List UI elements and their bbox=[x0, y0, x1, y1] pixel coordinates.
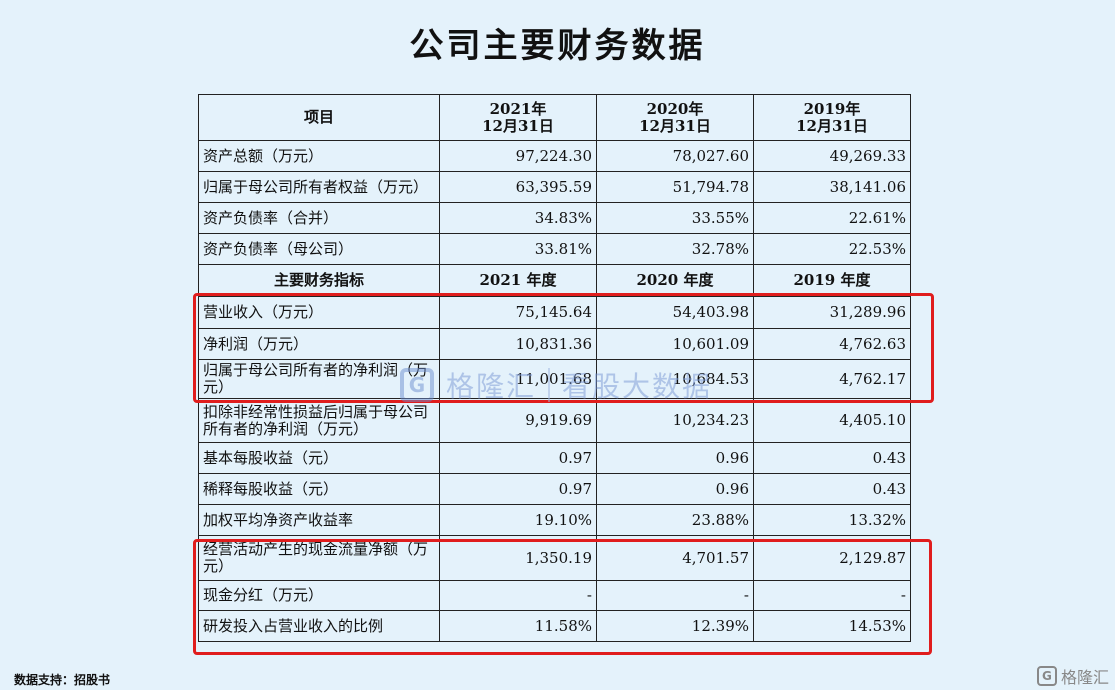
table-row: 稀释每股收益（元） 0.97 0.96 0.43 bbox=[198, 473, 911, 505]
brand-logo-icon: G bbox=[1036, 666, 1057, 686]
table-row: 资产负债率（母公司） 33.81% 32.78% 22.53% bbox=[198, 233, 911, 265]
corner-brand: G 格隆汇 bbox=[1036, 664, 1109, 688]
table-row: 资产负债率（合并） 34.83% 33.55% 22.61% bbox=[198, 202, 911, 234]
indicator-header-row: 主要财务指标 2021 年度 2020 年度 2019 年度 bbox=[198, 264, 911, 297]
table-row: 研发投入占营业收入的比例 11.58% 12.39% 14.53% bbox=[198, 610, 911, 642]
financial-table: 项目 2021年 12月31日 2020年 12月31日 2019年 12月31日 资… bbox=[198, 94, 911, 642]
header-2021: 2021年 12月31日 bbox=[439, 94, 597, 141]
table-row: 净利润（万元） 10,831.36 10,601.09 4,762.63 bbox=[198, 328, 911, 360]
page-title: 公司主要财务数据 bbox=[409, 26, 706, 66]
corner-brand-name: 格隆汇 bbox=[1060, 668, 1109, 687]
table-row: 营业收入（万元） 75,145.64 54,403.98 31,289.96 bbox=[198, 296, 911, 329]
table-row: 现金分红（万元） - - - bbox=[198, 580, 911, 611]
table-row: 归属于母公司所有者权益（万元） 63,395.59 51,794.78 38,1… bbox=[198, 171, 911, 203]
indicator-header-label: 主要财务指标 bbox=[198, 264, 440, 297]
header-2019: 2019年 12月31日 bbox=[753, 94, 911, 141]
table-row: 归属于母公司所有者的净利润（万元） 11,001.68 10,684.53 4,… bbox=[198, 359, 911, 399]
table-row: 经营活动产生的现金流量净额（万元） 1,350.19 4,701.57 2,12… bbox=[198, 535, 911, 581]
data-source: 数据支持：招股书 bbox=[14, 673, 111, 687]
table-row: 基本每股收益（元） 0.97 0.96 0.43 bbox=[198, 442, 911, 474]
header-item: 项目 bbox=[198, 94, 440, 141]
header-2020: 2020年 12月31日 bbox=[596, 94, 754, 141]
table-row: 资产总额（万元） 97,224.30 78,027.60 49,269.33 bbox=[198, 140, 911, 172]
table-row: 扣除非经常性损益后归属于母公司所有者的净利润（万元） 9,919.69 10,2… bbox=[198, 398, 911, 443]
table-row: 加权平均净资产收益率 19.10% 23.88% 13.32% bbox=[198, 504, 911, 536]
table-header-row: 项目 2021年 12月31日 2020年 12月31日 2019年 12月31日 bbox=[198, 94, 911, 141]
